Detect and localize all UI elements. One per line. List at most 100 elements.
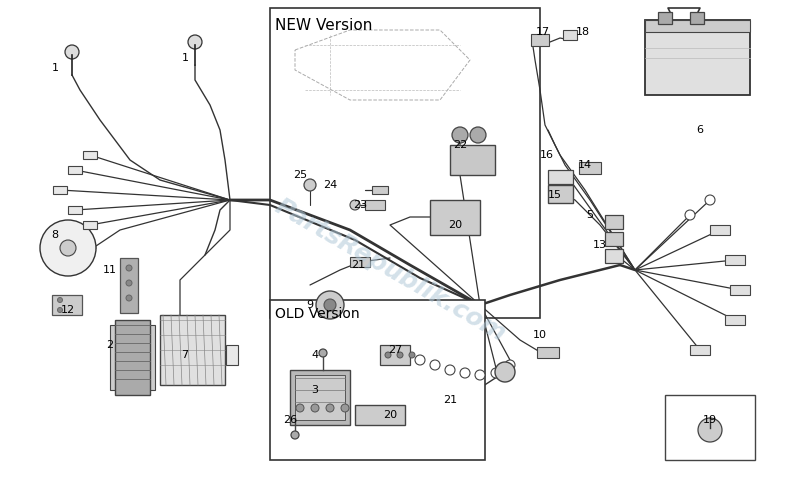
Bar <box>548 185 573 203</box>
Circle shape <box>705 195 715 205</box>
Bar <box>710 225 730 235</box>
Circle shape <box>304 179 316 191</box>
Text: 12: 12 <box>61 305 75 315</box>
Bar <box>690 345 710 355</box>
Text: 1: 1 <box>182 53 189 63</box>
Circle shape <box>495 362 515 382</box>
Bar <box>160 315 225 385</box>
Bar <box>295 375 345 420</box>
Circle shape <box>685 210 695 220</box>
Bar <box>372 186 388 194</box>
Circle shape <box>397 352 403 358</box>
Text: 23: 23 <box>353 200 367 210</box>
Text: 5: 5 <box>586 210 594 220</box>
Bar <box>725 315 745 325</box>
Text: PartsRepublik.com: PartsRepublik.com <box>270 194 510 346</box>
Bar <box>548 170 573 184</box>
Text: NEW Version: NEW Version <box>275 19 372 33</box>
Text: 16: 16 <box>540 150 554 160</box>
Circle shape <box>491 368 501 378</box>
Text: 6: 6 <box>697 125 703 135</box>
Bar <box>730 285 750 295</box>
Circle shape <box>698 418 722 442</box>
Bar <box>270 300 485 460</box>
Bar <box>120 258 138 313</box>
Circle shape <box>350 200 360 210</box>
Circle shape <box>430 360 440 370</box>
Bar <box>68 206 82 214</box>
Circle shape <box>126 280 132 286</box>
Text: 18: 18 <box>576 27 590 37</box>
Bar <box>355 405 405 425</box>
Text: 25: 25 <box>293 170 307 180</box>
Bar <box>725 255 745 265</box>
Bar <box>83 221 97 229</box>
Circle shape <box>475 370 485 380</box>
Text: 10: 10 <box>533 330 547 340</box>
Text: 22: 22 <box>453 140 467 150</box>
Bar <box>645 20 750 32</box>
Bar <box>430 200 480 235</box>
Bar <box>110 325 155 390</box>
Circle shape <box>60 240 76 256</box>
Text: 27: 27 <box>388 345 402 355</box>
Text: 13: 13 <box>593 240 607 250</box>
Text: 20: 20 <box>448 220 462 230</box>
Circle shape <box>58 297 62 302</box>
Bar <box>537 346 559 358</box>
Bar <box>531 34 549 46</box>
Text: 20: 20 <box>383 410 397 420</box>
Bar <box>226 345 238 365</box>
Text: 4: 4 <box>311 350 318 360</box>
Circle shape <box>296 404 304 412</box>
Circle shape <box>291 431 299 439</box>
Text: OLD Version: OLD Version <box>275 307 360 321</box>
Text: 8: 8 <box>51 230 58 240</box>
Circle shape <box>445 365 455 375</box>
Bar <box>658 12 672 24</box>
Text: 14: 14 <box>578 160 592 170</box>
Circle shape <box>326 404 334 412</box>
Circle shape <box>460 368 470 378</box>
Bar <box>690 12 704 24</box>
Bar <box>270 8 540 318</box>
Text: 2: 2 <box>106 340 114 350</box>
Circle shape <box>341 404 349 412</box>
Circle shape <box>415 355 425 365</box>
Circle shape <box>385 352 391 358</box>
Circle shape <box>452 127 468 143</box>
Bar <box>53 186 67 194</box>
Text: 11: 11 <box>103 265 117 275</box>
Text: 3: 3 <box>311 385 318 395</box>
Bar <box>605 249 623 263</box>
Circle shape <box>65 45 79 59</box>
Bar <box>665 395 755 460</box>
Circle shape <box>126 295 132 301</box>
Circle shape <box>40 220 96 276</box>
Circle shape <box>505 360 515 370</box>
Bar <box>290 370 350 425</box>
Text: 19: 19 <box>703 415 717 425</box>
Circle shape <box>316 291 344 319</box>
Circle shape <box>126 265 132 271</box>
Text: 24: 24 <box>323 180 337 190</box>
Text: 21: 21 <box>443 395 457 405</box>
Bar <box>115 320 150 395</box>
Circle shape <box>319 349 327 357</box>
Bar <box>563 30 577 40</box>
Text: 9: 9 <box>306 300 314 310</box>
Bar <box>450 145 495 175</box>
Bar <box>68 166 82 174</box>
Bar <box>83 151 97 159</box>
Text: 21: 21 <box>351 260 365 270</box>
Circle shape <box>188 35 202 49</box>
Circle shape <box>58 308 62 313</box>
Text: 15: 15 <box>548 190 562 200</box>
Text: 1: 1 <box>51 63 58 73</box>
Bar <box>645 20 750 95</box>
Bar <box>579 162 601 174</box>
Circle shape <box>324 299 336 311</box>
Circle shape <box>470 127 486 143</box>
Text: 17: 17 <box>536 27 550 37</box>
Circle shape <box>409 352 415 358</box>
